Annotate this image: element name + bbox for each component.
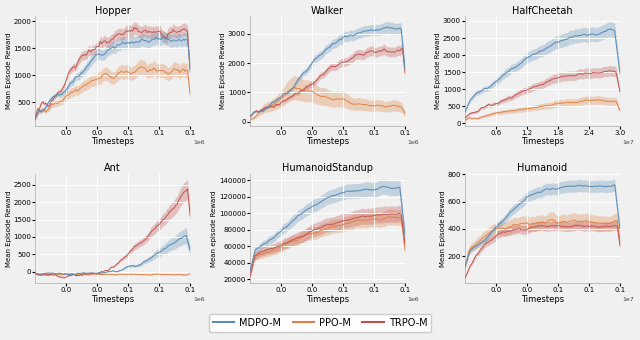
X-axis label: Timesteps: Timesteps (91, 137, 134, 146)
Y-axis label: Mean Episode Reward: Mean Episode Reward (220, 33, 227, 109)
Text: 1e6: 1e6 (408, 297, 419, 302)
Y-axis label: Mean Episode Reward: Mean Episode Reward (435, 33, 442, 109)
Y-axis label: Mean Episode Reward: Mean Episode Reward (6, 33, 12, 109)
X-axis label: Timesteps: Timesteps (521, 137, 564, 146)
Text: 1e7: 1e7 (623, 297, 634, 302)
Y-axis label: Mean Episode Reward: Mean Episode Reward (6, 190, 12, 267)
Title: HumanoidStandup: HumanoidStandup (282, 163, 373, 173)
Text: 1e6: 1e6 (408, 140, 419, 145)
Y-axis label: Mean episode Reward: Mean episode Reward (211, 190, 218, 267)
Title: Ant: Ant (104, 163, 121, 173)
X-axis label: Timesteps: Timesteps (91, 295, 134, 304)
Y-axis label: Mean Episode Reward: Mean Episode Reward (440, 190, 446, 267)
Title: Hopper: Hopper (95, 5, 131, 16)
Title: Walker: Walker (311, 5, 344, 16)
Text: 1e6: 1e6 (193, 297, 205, 302)
Text: 1e7: 1e7 (623, 140, 634, 145)
Title: HalfCheetah: HalfCheetah (512, 5, 573, 16)
Text: 1e6: 1e6 (193, 140, 205, 145)
X-axis label: Timesteps: Timesteps (306, 137, 349, 146)
X-axis label: Timesteps: Timesteps (521, 295, 564, 304)
Title: Humanoid: Humanoid (517, 163, 568, 173)
X-axis label: Timesteps: Timesteps (306, 295, 349, 304)
Legend: MDPO-M, PPO-M, TRPO-M: MDPO-M, PPO-M, TRPO-M (209, 314, 431, 332)
